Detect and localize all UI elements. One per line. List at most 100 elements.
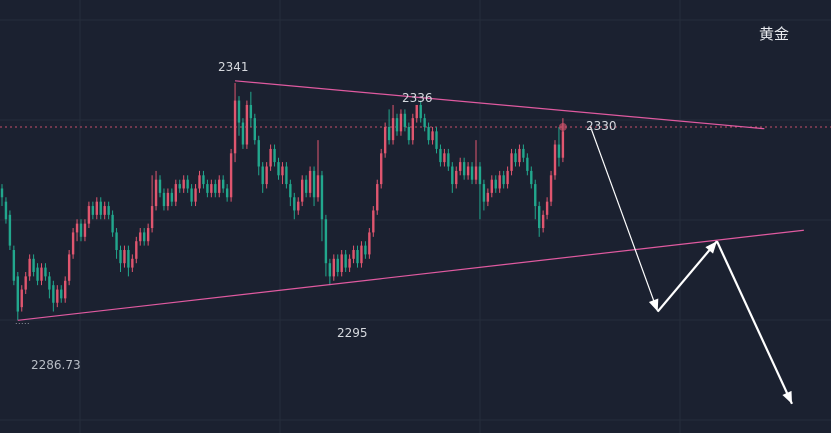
candle-body xyxy=(490,179,493,193)
candle-body xyxy=(12,250,16,281)
candle-body xyxy=(399,113,403,132)
candle-body xyxy=(214,184,217,193)
candle-body xyxy=(150,206,154,229)
candle-body xyxy=(553,144,557,176)
candle-body xyxy=(293,197,296,211)
candle-body xyxy=(0,188,4,198)
candle-body xyxy=(447,153,450,167)
candle-body xyxy=(99,201,102,215)
candle-body xyxy=(182,179,185,189)
candle-body xyxy=(71,232,75,255)
candle-body xyxy=(194,188,197,202)
candle-body xyxy=(20,289,23,308)
candle-body xyxy=(376,184,379,211)
candle-body xyxy=(44,267,47,277)
candle-body xyxy=(146,228,150,242)
candle-body xyxy=(233,100,237,154)
candle-body xyxy=(206,184,209,193)
projection-arrowhead xyxy=(782,390,792,404)
candle-body xyxy=(16,276,19,312)
candle-body xyxy=(549,175,553,202)
candle-body xyxy=(328,263,332,277)
candle-body xyxy=(482,184,486,202)
candle-body xyxy=(202,175,205,185)
candle-body xyxy=(423,118,426,127)
candle-body xyxy=(474,166,478,180)
candle-body xyxy=(281,166,284,176)
candle-body xyxy=(249,104,253,119)
candle-body xyxy=(360,245,363,264)
current-price-dot xyxy=(558,122,567,131)
candle-body xyxy=(439,148,442,163)
candle-body xyxy=(530,170,533,185)
candle-body xyxy=(312,170,316,198)
candle-body xyxy=(32,258,35,272)
candle-body xyxy=(340,254,343,272)
symbol-label: 黄金 xyxy=(758,25,789,43)
candle-body xyxy=(237,100,241,123)
trendline-lower xyxy=(17,229,804,321)
candle-body xyxy=(174,184,177,202)
candle-body xyxy=(518,148,521,163)
candle-body xyxy=(87,206,91,224)
candle-body xyxy=(297,201,300,211)
candle-body xyxy=(403,113,407,127)
candle-body xyxy=(316,175,320,198)
projection-arrow-segment xyxy=(589,126,659,312)
candle-body xyxy=(561,131,565,158)
candle-body xyxy=(143,232,146,242)
candle-body xyxy=(48,276,51,290)
candle-body xyxy=(241,122,245,145)
candle-body xyxy=(364,245,367,255)
projection-arrow-segment xyxy=(656,240,718,313)
candle-body xyxy=(462,162,466,176)
candle-body xyxy=(407,126,411,141)
candle-body xyxy=(419,104,422,119)
candle-body xyxy=(391,118,395,141)
candle-body xyxy=(273,148,276,163)
candle-body xyxy=(498,175,501,189)
candle-body xyxy=(139,232,142,242)
candle-body xyxy=(443,153,446,163)
high-label-2336: 2336 xyxy=(402,91,433,105)
low-label-2295: 2295 xyxy=(337,326,368,340)
candle-body xyxy=(387,126,391,141)
candle-body xyxy=(383,126,387,154)
candle-body xyxy=(115,232,118,251)
candle-body xyxy=(261,166,264,185)
candle-body xyxy=(324,219,328,264)
projection-arrowhead xyxy=(648,298,659,312)
candle-body xyxy=(301,179,304,202)
candle-body xyxy=(186,179,189,189)
candle-body xyxy=(107,206,110,215)
candle-body xyxy=(111,214,114,233)
candle-body xyxy=(24,276,27,290)
candle-body xyxy=(40,267,43,281)
candle-body xyxy=(308,170,312,193)
candle-body xyxy=(372,210,375,233)
candle-body xyxy=(166,192,170,207)
candle-body xyxy=(52,285,55,303)
candle-body xyxy=(64,280,67,299)
candle-body xyxy=(348,258,351,268)
candle-body xyxy=(534,184,537,207)
candle-body xyxy=(352,250,355,259)
candle-body xyxy=(123,250,126,264)
candle-body xyxy=(75,223,79,233)
candle-body xyxy=(336,258,339,272)
candle-body xyxy=(269,148,272,167)
candle-body xyxy=(119,250,122,264)
candle-body xyxy=(541,214,545,229)
candle-body xyxy=(131,258,134,268)
candle-body xyxy=(36,267,39,281)
candle-body xyxy=(510,153,513,171)
high-label-2330: 2330 xyxy=(586,119,617,133)
candle-body xyxy=(455,170,458,185)
candle-body xyxy=(557,144,561,158)
candle-body xyxy=(538,206,541,229)
projection-arrow-segment xyxy=(715,240,793,405)
candle-body xyxy=(344,254,347,268)
candle-body xyxy=(451,166,454,185)
candle-body xyxy=(494,179,497,189)
